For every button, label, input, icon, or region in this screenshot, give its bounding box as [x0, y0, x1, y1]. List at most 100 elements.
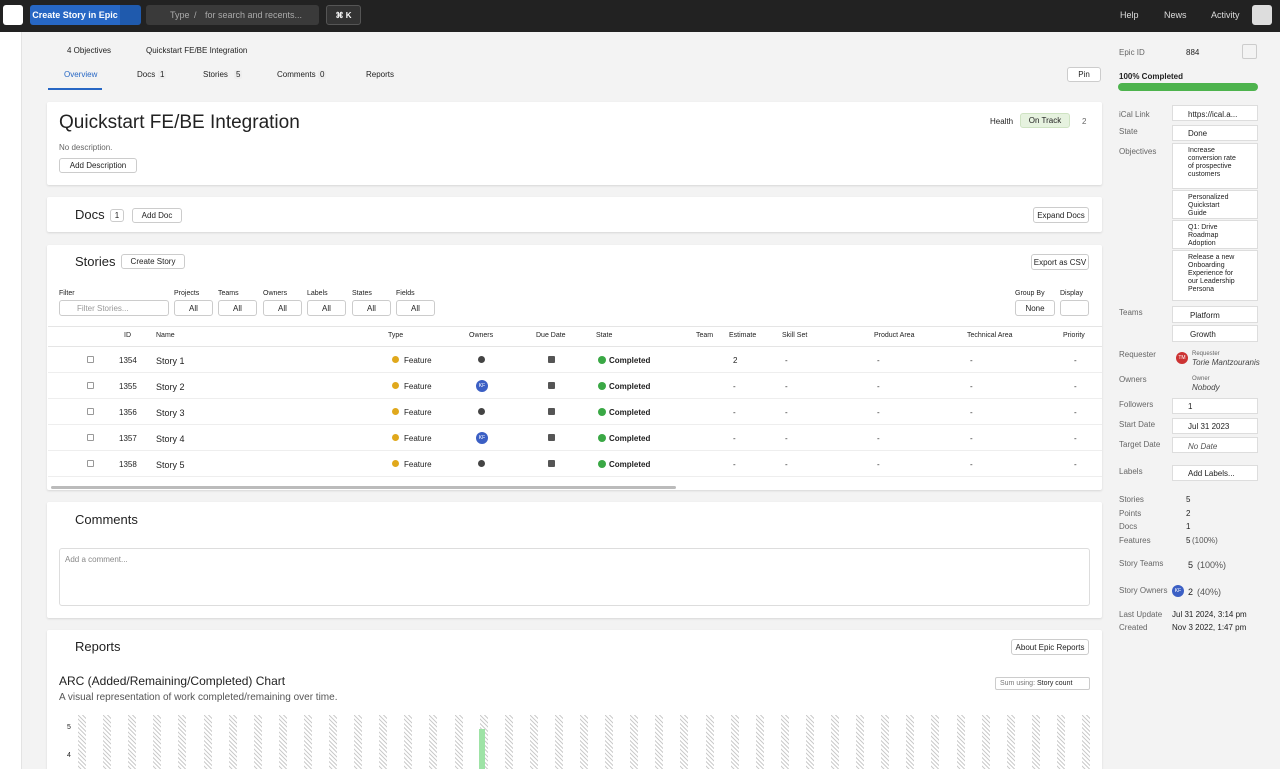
column-header[interactable]: Priority: [1063, 332, 1085, 339]
filter-dropdown[interactable]: All: [352, 300, 391, 316]
filter-dropdown[interactable]: All: [396, 300, 435, 316]
column-header[interactable]: Type: [388, 332, 404, 339]
labels-box[interactable]: [1172, 465, 1258, 481]
create-story[interactable]: Create Story: [121, 254, 185, 269]
avatar[interactable]: [1252, 5, 1272, 25]
about-reports[interactable]: About Epic Reports: [1011, 639, 1089, 655]
docs-count[interactable]: 1: [110, 209, 124, 222]
objective[interactable]: Release a new Onboarding Experience for …: [1188, 254, 1235, 293]
filter-dropdown[interactable]: All: [218, 300, 257, 316]
export-csv[interactable]: Export as CSV: [1031, 254, 1089, 270]
row-checkbox[interactable]: [87, 408, 94, 415]
shortcut[interactable]: ⌘ K: [326, 5, 361, 25]
news[interactable]: News: [1164, 10, 1187, 20]
create-story-button[interactable]: Create Story in Epic: [30, 5, 120, 25]
objective-box[interactable]: [1172, 220, 1258, 249]
objective[interactable]: Increase conversion rate of prospective …: [1188, 147, 1236, 178]
tab[interactable]: Reports: [366, 70, 395, 79]
state-box[interactable]: [1172, 125, 1258, 141]
comment-placeholder: Add a comment...: [65, 555, 128, 564]
objective-box[interactable]: [1172, 250, 1258, 301]
row-checkbox[interactable]: [87, 460, 94, 467]
filter-dropdown[interactable]: All: [174, 300, 213, 316]
table-row: [48, 373, 1102, 399]
tab[interactable]: Comments: [277, 70, 316, 79]
state-icon: [598, 460, 606, 468]
docs-label: Docs: [1119, 522, 1138, 531]
column-header[interactable]: Owners: [469, 332, 494, 339]
created-label: Created: [1119, 623, 1148, 632]
health[interactable]: Health: [990, 117, 1014, 126]
objective-box[interactable]: [1172, 143, 1258, 189]
group-by-dropdown[interactable]: None: [1015, 300, 1055, 316]
row-checkbox[interactable]: [87, 356, 94, 363]
filter-input[interactable]: [59, 300, 169, 316]
help[interactable]: Help: [1120, 10, 1139, 20]
table-row: [48, 347, 1102, 373]
column-header[interactable]: ID: [124, 332, 131, 339]
breadcrumb-epic[interactable]: Quickstart FE/BE Integration: [146, 46, 248, 55]
hatched-bar: [128, 715, 137, 769]
column-header[interactable]: Skill Set: [782, 332, 808, 339]
team-box[interactable]: [1172, 306, 1258, 323]
objectives-label: Objectives: [1119, 147, 1157, 156]
docs: 1: [1186, 522, 1191, 531]
cell-name[interactable]: Story 1: [156, 356, 185, 366]
row-checkbox[interactable]: [87, 382, 94, 389]
followers-box[interactable]: [1172, 398, 1258, 414]
activity[interactable]: Activity: [1211, 10, 1240, 20]
cell-name[interactable]: Story 3: [156, 408, 185, 418]
cell-state: Completed: [609, 356, 651, 365]
cell-technical: -: [970, 408, 973, 417]
hatched-bar: [379, 715, 388, 769]
start-box[interactable]: [1172, 418, 1258, 434]
column-header[interactable]: Due Date: [536, 332, 566, 339]
column-header[interactable]: State: [596, 332, 613, 339]
column-header[interactable]: Name: [156, 332, 175, 339]
expand-docs[interactable]: Expand Docs: [1033, 207, 1089, 223]
pin-button[interactable]: Pin: [1067, 67, 1101, 82]
comment-box[interactable]: [59, 548, 1090, 606]
filter-dropdown[interactable]: All: [263, 300, 302, 316]
tab-count: 0: [318, 70, 327, 80]
search-box[interactable]: [146, 5, 319, 25]
display-dropdown[interactable]: [1060, 300, 1089, 316]
state-icon: [598, 434, 606, 442]
cell-priority: -: [1074, 356, 1077, 365]
completed: 100% Completed: [1119, 72, 1184, 81]
hatched-bar: [906, 715, 915, 769]
create-menu-button[interactable]: [120, 5, 141, 25]
add-doc[interactable]: Add Doc: [132, 208, 182, 223]
filter-dropdown[interactable]: All: [307, 300, 346, 316]
objective[interactable]: Q1: Drive Roadmap Adoption: [1188, 224, 1219, 247]
team-box[interactable]: [1172, 325, 1258, 342]
tab[interactable]: Overview: [64, 70, 98, 79]
objective[interactable]: Personalized Quickstart Guide: [1188, 194, 1229, 217]
cell-name[interactable]: Story 5: [156, 460, 185, 470]
progress-bar: [1118, 83, 1258, 91]
row-checkbox[interactable]: [87, 434, 94, 441]
column-header[interactable]: Team: [696, 332, 714, 339]
more-button[interactable]: [1242, 44, 1257, 59]
type-icon: [392, 408, 399, 415]
tab[interactable]: Docs: [137, 70, 156, 79]
cell-name[interactable]: Story 2: [156, 382, 185, 392]
column-header[interactable]: Product Area: [874, 332, 915, 339]
breadcrumb-objectives[interactable]: 4 Objectives: [67, 46, 112, 55]
search-key: /: [194, 10, 197, 20]
hatched-bar: [554, 715, 563, 769]
status[interactable]: On Track: [1020, 113, 1070, 128]
cell-type: Feature: [404, 356, 432, 365]
objective-box[interactable]: [1172, 190, 1258, 219]
column-header[interactable]: Estimate: [729, 332, 757, 339]
ical-box[interactable]: [1172, 105, 1258, 121]
add-description[interactable]: Add Description: [59, 158, 137, 173]
tab[interactable]: Stories: [203, 70, 228, 79]
sum-dropdown[interactable]: [995, 677, 1090, 690]
column-header[interactable]: Technical Area: [967, 332, 1013, 339]
cell-skill: -: [785, 434, 788, 443]
cell-name[interactable]: Story 4: [156, 434, 185, 444]
target-box[interactable]: [1172, 437, 1258, 453]
hatched-bar: [278, 715, 287, 769]
due-date-icon: [548, 382, 555, 389]
